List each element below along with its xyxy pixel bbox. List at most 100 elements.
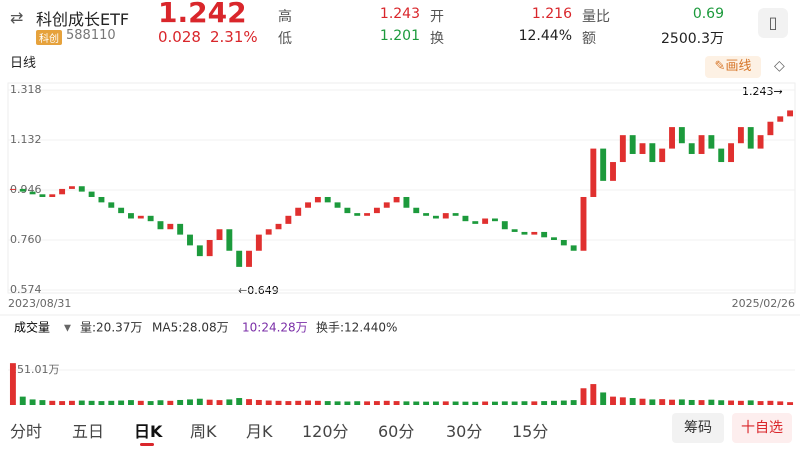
volume-bar — [206, 399, 213, 405]
draw-button[interactable]: ✎画线 — [705, 56, 761, 78]
volume-bar — [29, 399, 36, 405]
volume-bar — [383, 400, 390, 405]
volume-bar — [49, 400, 56, 405]
button[interactable]: 筹码 — [672, 413, 724, 443]
tab[interactable]: 15分 — [512, 422, 549, 441]
volume-bar — [531, 401, 538, 405]
candle — [98, 196, 105, 203]
volume-bar — [373, 401, 380, 405]
volume-bar — [521, 401, 528, 405]
volume-bar — [560, 400, 567, 405]
candle — [452, 213, 459, 216]
candle — [462, 215, 469, 222]
candle — [246, 250, 252, 267]
chart-label: 日线 — [10, 56, 37, 71]
candle — [344, 207, 351, 214]
volume-bar — [216, 400, 223, 405]
volume-title[interactable]: 成交量 — [14, 320, 50, 335]
candle — [777, 116, 784, 122]
volume-bar — [619, 397, 626, 405]
tab[interactable]: 月K — [246, 422, 273, 441]
y-tick-label: 0.574 — [10, 283, 42, 296]
candle — [265, 229, 272, 235]
candle — [570, 245, 577, 251]
candle — [551, 237, 557, 240]
menu-icon[interactable]: ⇄ — [10, 8, 24, 27]
button[interactable]: 十自选 — [732, 413, 792, 443]
volume-stat: 换手:12.440% — [316, 321, 397, 335]
volume-bar — [639, 398, 646, 405]
volume-bar — [324, 401, 331, 405]
stat-value: 2500.3万 — [661, 31, 724, 47]
stat-label: 量比 — [582, 9, 610, 25]
candle — [678, 127, 685, 144]
volume-bar — [167, 400, 174, 405]
volume-bar — [432, 401, 439, 405]
y-tick-label: 1.318 — [10, 83, 42, 96]
tab[interactable]: 五日 — [72, 422, 105, 441]
candle — [275, 223, 282, 230]
tab[interactable]: 30分 — [446, 422, 483, 441]
volume-bar — [580, 388, 587, 405]
volume-stat: 10:24.28万 — [242, 321, 308, 335]
volume-bar — [128, 400, 134, 405]
stat-value: 1.243 — [379, 6, 420, 22]
candle — [373, 207, 380, 214]
candle — [482, 218, 489, 224]
start-date: 2023/08/31 — [8, 297, 71, 310]
volume-bar — [314, 400, 321, 405]
phone-icon[interactable]: ▯ — [758, 8, 788, 38]
volume-bar — [718, 400, 725, 405]
stock-name: 科创成长ETF — [36, 10, 130, 29]
tab[interactable]: 日K — [134, 422, 163, 441]
price: 1.242 — [158, 0, 247, 29]
volume-bar — [246, 399, 252, 405]
candle — [619, 135, 626, 163]
stat-value: 12.44% — [518, 28, 572, 44]
candle — [177, 223, 184, 235]
settings-icon[interactable]: ◇ — [774, 58, 785, 74]
volume-bar — [236, 398, 243, 405]
volume-bar — [649, 399, 656, 405]
candle — [432, 215, 439, 219]
candle — [39, 194, 46, 197]
change: 0.028 — [158, 28, 201, 46]
volume-bar — [570, 400, 577, 405]
candle — [541, 231, 548, 238]
stat-label: 高 — [278, 9, 292, 25]
candle — [580, 196, 587, 251]
volume-bar — [442, 401, 449, 405]
volume-bar — [737, 400, 744, 405]
candle — [187, 234, 193, 246]
badge: 科创 — [36, 30, 62, 45]
stat-value: 1.201 — [379, 28, 420, 44]
volume-bar — [295, 400, 302, 405]
candle — [511, 229, 518, 232]
candle — [364, 213, 371, 216]
volume-bar — [787, 402, 794, 405]
change-pct: 2.31% — [210, 28, 258, 46]
candle — [167, 223, 174, 230]
stat-value: 1.216 — [531, 6, 572, 22]
tab[interactable]: 分时 — [10, 422, 43, 441]
volume-bar — [777, 401, 784, 405]
candle — [737, 127, 744, 144]
draw-label: 画线 — [725, 59, 752, 74]
tab[interactable]: 120分 — [302, 422, 349, 441]
volume-bar — [403, 401, 410, 405]
candle — [88, 191, 95, 197]
candle — [314, 196, 321, 203]
candle — [255, 234, 262, 251]
tab[interactable]: 周K — [190, 422, 217, 441]
volume-bar — [551, 400, 557, 405]
volume-bar — [472, 401, 479, 405]
volume-bar — [157, 400, 164, 405]
volume-bar — [747, 400, 754, 405]
candle — [747, 127, 754, 149]
volume-bar — [688, 399, 695, 405]
tab[interactable]: 60分 — [378, 422, 415, 441]
end-date: 2025/02/26 — [732, 297, 795, 310]
volume-bar — [757, 401, 764, 405]
candle — [639, 143, 646, 154]
candle — [629, 135, 636, 154]
